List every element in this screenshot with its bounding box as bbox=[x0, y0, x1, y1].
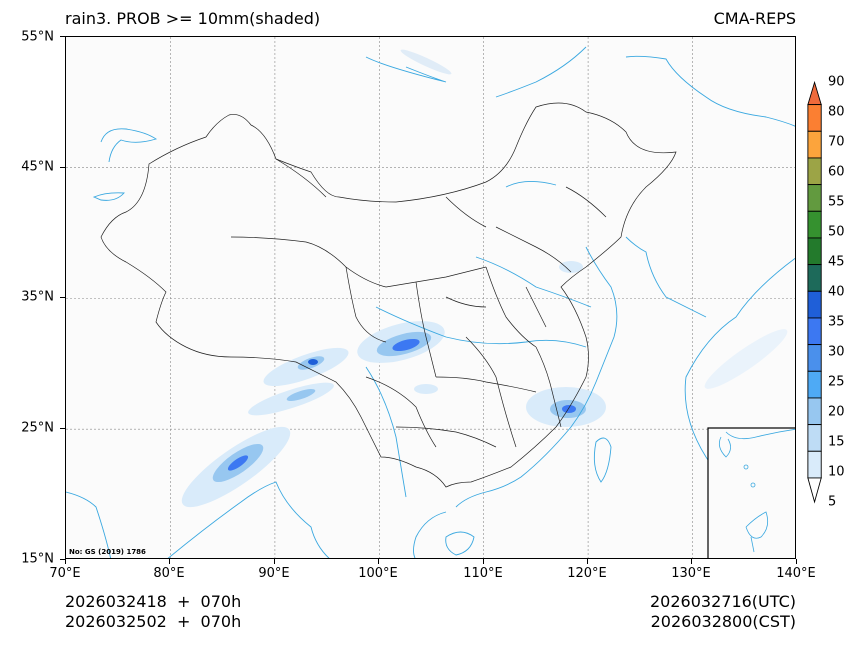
lat-tick bbox=[60, 36, 65, 37]
lat-label-25: 25°N bbox=[21, 420, 54, 436]
lon-tick bbox=[169, 559, 170, 564]
lon-label-100: 100°E bbox=[358, 566, 398, 581]
valid-time-block: 2026032716(UTC) 2026032800(CST) bbox=[650, 592, 796, 632]
chart-title: rain3. PROB >= 10mm(shaded) bbox=[65, 9, 321, 28]
colorbar-label: 70 bbox=[828, 134, 845, 150]
init-time-cst: 2026032502 + 070h bbox=[65, 612, 242, 631]
lat-tick bbox=[60, 559, 65, 560]
colorbar-label: 45 bbox=[828, 254, 845, 270]
lon-label-90: 90°E bbox=[258, 566, 290, 581]
valid-time-cst: 2026032800(CST) bbox=[650, 612, 796, 631]
lon-label-80: 80°E bbox=[153, 566, 185, 581]
lat-label-15: 15°N bbox=[21, 551, 54, 567]
coastlines bbox=[66, 46, 795, 558]
lon-tick bbox=[587, 559, 588, 564]
lat-label-55: 55°N bbox=[21, 29, 54, 45]
lat-label-35: 35°N bbox=[21, 289, 54, 305]
lon-label-130: 130°E bbox=[671, 566, 711, 581]
lat-tick bbox=[60, 297, 65, 298]
map-approval-note: No: GS (2019) 1786 bbox=[69, 548, 146, 556]
colorbar-label: 25 bbox=[828, 374, 845, 390]
init-time-utc: 2026032418 + 070h bbox=[65, 592, 242, 611]
colorbar-label: 20 bbox=[828, 404, 845, 420]
lon-tick bbox=[691, 559, 692, 564]
colorbar-label: 10 bbox=[828, 464, 845, 480]
colorbar-label: 40 bbox=[828, 284, 845, 300]
lon-label-140: 140°E bbox=[776, 566, 816, 581]
colorbar-label: 60 bbox=[828, 164, 845, 180]
gridlines bbox=[66, 37, 795, 558]
lon-tick bbox=[483, 559, 484, 564]
colorbar-label: 80 bbox=[828, 104, 845, 120]
lon-label-110: 110°E bbox=[463, 566, 503, 581]
colorbar-label: 90 bbox=[828, 74, 845, 90]
lat-tick bbox=[60, 428, 65, 429]
boundaries bbox=[100, 102, 677, 488]
rain-shading bbox=[181, 49, 788, 508]
lon-tick bbox=[796, 559, 797, 564]
lon-label-120: 120°E bbox=[567, 566, 607, 581]
colorbar bbox=[807, 80, 822, 504]
lat-label-45: 45°N bbox=[21, 159, 54, 175]
map-canvas bbox=[66, 37, 795, 558]
model-name: CMA-REPS bbox=[713, 9, 796, 28]
lon-tick bbox=[378, 559, 379, 564]
colorbar-label: 5 bbox=[828, 494, 837, 510]
map-panel bbox=[65, 36, 796, 559]
lat-tick bbox=[60, 167, 65, 168]
lon-label-70: 70°E bbox=[49, 566, 81, 581]
init-time-block: 2026032418 + 070h 2026032502 + 070h bbox=[65, 592, 241, 632]
lon-tick bbox=[65, 559, 66, 564]
colorbar-label: 55 bbox=[828, 194, 845, 210]
colorbar-label: 35 bbox=[828, 314, 845, 330]
colorbar-label: 50 bbox=[828, 224, 845, 240]
valid-time-utc: 2026032716(UTC) bbox=[650, 592, 796, 611]
colorbar-label: 15 bbox=[828, 434, 845, 450]
lon-tick bbox=[274, 559, 275, 564]
colorbar-label: 30 bbox=[828, 344, 845, 360]
